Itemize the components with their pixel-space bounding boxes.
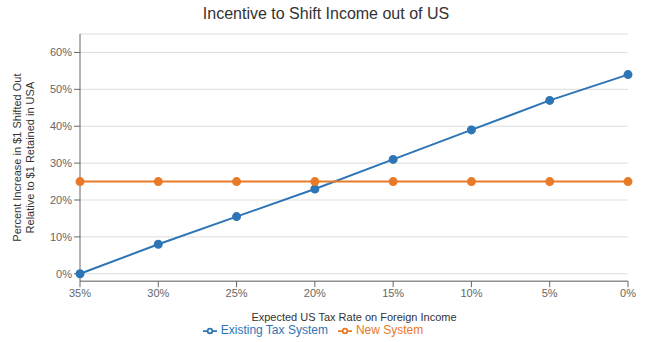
svg-text:0%: 0% xyxy=(56,268,72,280)
html-text:Existing Tax System: Existing Tax System xyxy=(220,323,328,338)
svg-text:Expected US Tax Rate on Foreig: Expected US Tax Rate on Foreign Income xyxy=(251,311,456,323)
svg-text:20%: 20% xyxy=(304,287,326,299)
svg-text:60%: 60% xyxy=(50,46,72,58)
svg-text:30%: 30% xyxy=(50,157,72,169)
svg-text:Percent Increase in $1 Shifted: Percent Increase in $1 Shifted OutRelati… xyxy=(11,74,36,242)
html-text:New System: New System xyxy=(355,323,424,338)
svg-text:30%: 30% xyxy=(147,287,169,299)
html-text:Incentive to Shift Income out: Incentive to Shift Income out of US xyxy=(202,5,450,22)
svg-text:35%: 35% xyxy=(69,287,91,299)
svg-text:20%: 20% xyxy=(50,194,72,206)
svg-text:50%: 50% xyxy=(50,83,72,95)
svg-text:40%: 40% xyxy=(50,120,72,132)
svg-text:10%: 10% xyxy=(460,287,482,299)
svg-text:0%: 0% xyxy=(620,287,636,299)
svg-text:25%: 25% xyxy=(226,287,248,299)
svg-text:5%: 5% xyxy=(542,287,558,299)
svg-text:10%: 10% xyxy=(50,231,72,243)
svg-text:15%: 15% xyxy=(382,287,404,299)
